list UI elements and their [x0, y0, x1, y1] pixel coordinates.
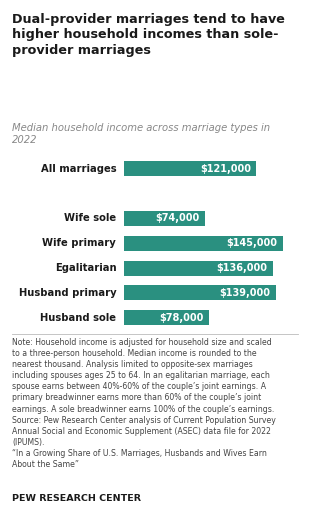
FancyBboxPatch shape: [124, 261, 273, 275]
FancyBboxPatch shape: [124, 310, 209, 325]
Text: Dual-provider marriages tend to have
higher household incomes than sole-
provide: Dual-provider marriages tend to have hig…: [12, 13, 285, 57]
Text: $74,000: $74,000: [155, 214, 199, 223]
Text: Husband primary: Husband primary: [19, 288, 116, 298]
Text: All marriages: All marriages: [41, 164, 116, 174]
Text: Wife sole: Wife sole: [64, 214, 116, 223]
Text: $136,000: $136,000: [216, 263, 267, 273]
Text: $121,000: $121,000: [200, 164, 251, 174]
FancyBboxPatch shape: [124, 286, 276, 301]
Text: Husband sole: Husband sole: [40, 313, 116, 323]
Text: Egalitarian: Egalitarian: [55, 263, 116, 273]
Text: PEW RESEARCH CENTER: PEW RESEARCH CENTER: [12, 494, 141, 503]
Text: Note: Household income is adjusted for household size and scaled
to a three-pers: Note: Household income is adjusted for h…: [12, 338, 276, 469]
Text: Median household income across marriage types in
2022: Median household income across marriage …: [12, 123, 271, 145]
Text: $78,000: $78,000: [159, 313, 204, 323]
Text: $139,000: $139,000: [219, 288, 271, 298]
FancyBboxPatch shape: [124, 236, 283, 251]
Text: Wife primary: Wife primary: [42, 238, 116, 248]
Text: $145,000: $145,000: [226, 238, 277, 248]
FancyBboxPatch shape: [124, 161, 256, 176]
FancyBboxPatch shape: [124, 211, 205, 226]
